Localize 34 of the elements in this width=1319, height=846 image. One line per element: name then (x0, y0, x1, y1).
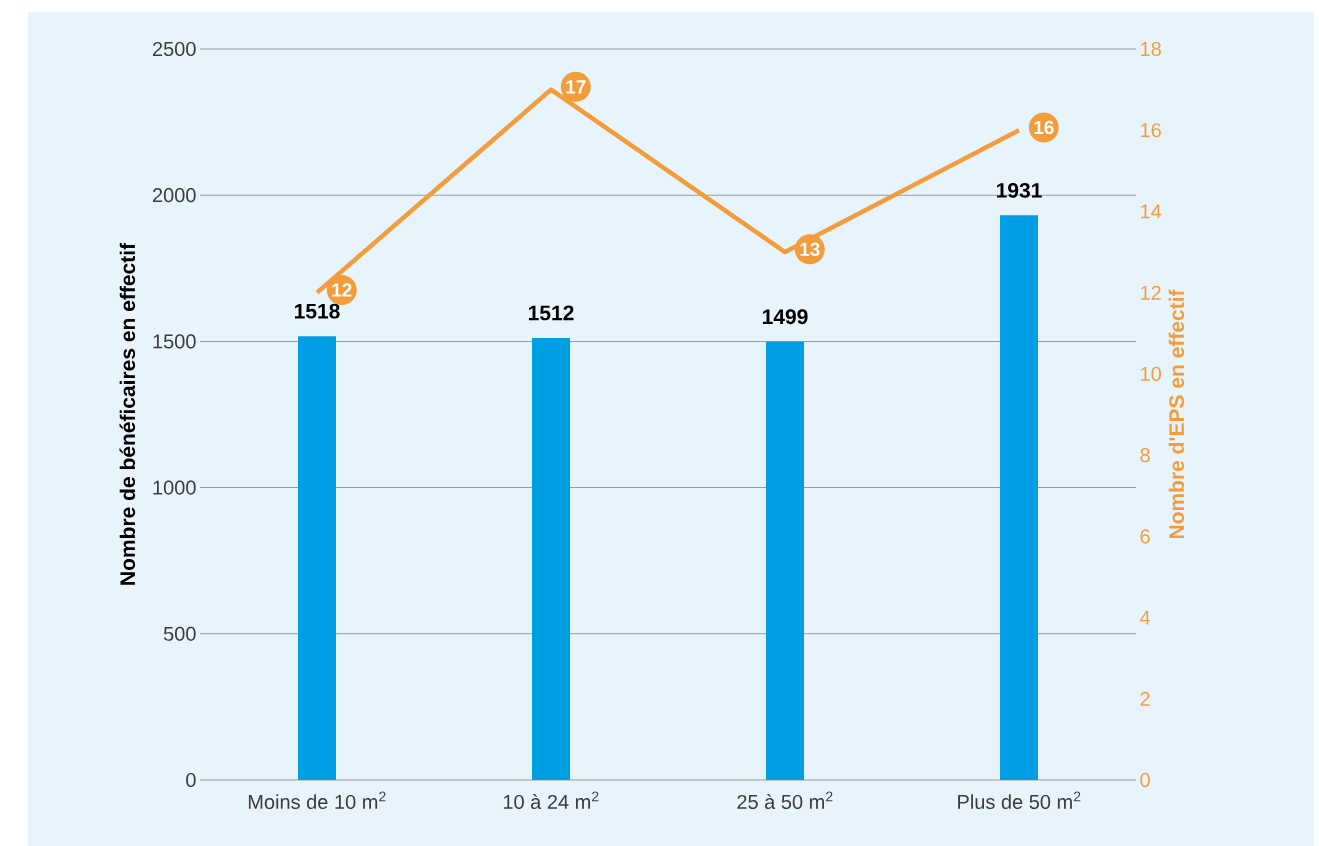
y2-tick-label: 2 (1140, 691, 1150, 706)
bar (1000, 215, 1039, 780)
y-tick-label: 0 (186, 772, 196, 788)
y2-tick-label: 4 (1140, 610, 1151, 625)
data-label: 16 (1034, 120, 1054, 135)
y2-tick-label: 8 (1140, 448, 1150, 463)
bar (766, 341, 805, 780)
y-tick-label: 1500 (153, 334, 196, 349)
y-tick-label: 500 (163, 626, 196, 641)
x-tick-label: 25 à 50 m$^{2}$ (737, 791, 833, 810)
x-tick-label: 10 à 24 m$^{2}$ (503, 791, 599, 810)
y-tick-label: 2500 (152, 41, 196, 57)
data-label: 13 (800, 242, 820, 257)
data-label: 1931 (996, 182, 1042, 198)
y-tick-label: 2000 (152, 188, 196, 203)
y2-tick-label: 10 (1141, 366, 1161, 381)
data-label: 1512 (528, 305, 574, 321)
y2-tick-label: 16 (1141, 123, 1161, 138)
y2-tick-label: 6 (1140, 529, 1150, 544)
y2-tick-label: 0 (1140, 772, 1150, 788)
data-label: 12 (332, 283, 352, 297)
y2-axis-title: Nombre d'EPS en effectif (1168, 289, 1185, 539)
y-tick-label: 1000 (153, 480, 196, 495)
y2-tick-label: 14 (1141, 204, 1162, 219)
data-label: 17 (566, 80, 586, 94)
y-axis-title: Nombre de bénéficaires en effectif (119, 242, 136, 585)
bar (298, 336, 336, 780)
bar (532, 337, 571, 780)
x-tick-label: Moins de 10 m$^{2}$ (248, 791, 386, 810)
y2-tick-label: 12 (1141, 285, 1161, 300)
y2-tick-label: 18 (1141, 41, 1161, 57)
data-label: 1518 (294, 303, 340, 319)
data-label: 1499 (762, 309, 808, 325)
x-tick-label: Plus de 50 m$^{2}$ (958, 791, 1081, 810)
